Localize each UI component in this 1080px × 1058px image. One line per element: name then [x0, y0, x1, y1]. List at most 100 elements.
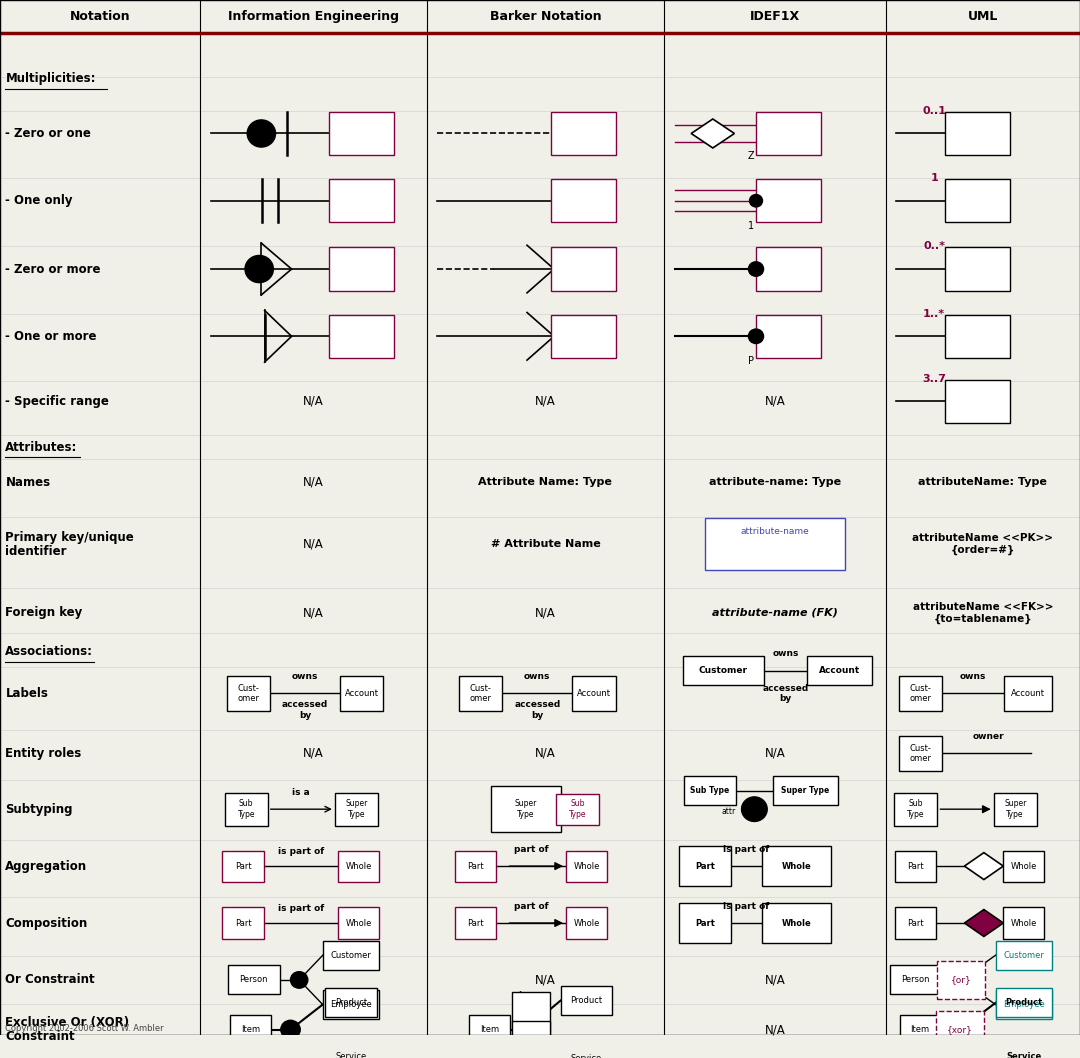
Bar: [455, 908, 496, 938]
Text: N/A: N/A: [302, 537, 324, 551]
Bar: [513, 1021, 551, 1058]
Text: Account: Account: [345, 689, 379, 698]
Text: Whole: Whole: [1011, 861, 1037, 871]
Text: attribute-name: Type: attribute-name: Type: [708, 477, 841, 487]
Bar: [225, 792, 268, 825]
Text: Multiplicities:: Multiplicities:: [5, 72, 96, 85]
Text: 3..7: 3..7: [922, 373, 946, 384]
Text: 0..*: 0..*: [923, 241, 945, 251]
Bar: [469, 1015, 510, 1044]
Bar: [222, 851, 264, 881]
Bar: [1003, 908, 1044, 938]
Polygon shape: [964, 910, 1003, 936]
Text: - One only: - One only: [5, 195, 73, 207]
Text: Whole: Whole: [1011, 918, 1037, 928]
Text: Whole: Whole: [782, 918, 811, 928]
Bar: [996, 988, 1052, 1017]
Text: Customer: Customer: [699, 667, 747, 675]
Bar: [996, 990, 1052, 1019]
Text: Super
Type: Super Type: [515, 800, 537, 819]
Text: attribute-name: attribute-name: [741, 527, 809, 536]
Bar: [490, 786, 562, 832]
Text: part of: part of: [513, 902, 549, 911]
Text: accessed
by: accessed by: [514, 700, 561, 719]
Text: Part: Part: [907, 918, 924, 928]
Bar: [329, 314, 394, 358]
Text: Primary key/unique: Primary key/unique: [5, 531, 134, 544]
Bar: [222, 908, 264, 938]
Bar: [895, 851, 936, 881]
Bar: [899, 676, 942, 711]
Circle shape: [748, 261, 764, 276]
Bar: [227, 676, 270, 711]
Bar: [340, 676, 383, 711]
Bar: [566, 908, 607, 938]
Bar: [894, 792, 937, 825]
Bar: [762, 846, 831, 886]
Text: Item: Item: [241, 1025, 260, 1034]
Text: Composition: Composition: [5, 916, 87, 930]
Text: Labels: Labels: [5, 687, 49, 699]
Bar: [338, 908, 379, 938]
Text: Super
Type: Super Type: [346, 800, 367, 819]
Text: Sub
Type: Sub Type: [238, 800, 255, 819]
Bar: [994, 792, 1037, 825]
Text: Foreign key: Foreign key: [5, 606, 83, 619]
Text: Constraint: Constraint: [5, 1029, 75, 1043]
Bar: [228, 966, 280, 995]
Text: Part: Part: [234, 918, 252, 928]
Text: Part: Part: [907, 861, 924, 871]
Bar: [890, 966, 942, 995]
Polygon shape: [964, 853, 1003, 879]
Text: Part: Part: [467, 861, 484, 871]
Text: Part: Part: [234, 861, 252, 871]
Bar: [705, 518, 846, 570]
Bar: [323, 990, 379, 1019]
Text: 0..1: 0..1: [922, 106, 946, 115]
Bar: [335, 792, 378, 825]
Text: N/A: N/A: [302, 747, 324, 760]
Bar: [551, 248, 616, 291]
Bar: [937, 962, 985, 999]
Bar: [325, 988, 377, 1017]
Text: N/A: N/A: [765, 395, 785, 408]
Bar: [551, 314, 616, 358]
Bar: [459, 676, 502, 711]
Text: Associations:: Associations:: [5, 645, 93, 658]
Bar: [325, 1042, 377, 1058]
Text: P: P: [747, 357, 754, 366]
Text: 1..*: 1..*: [923, 309, 945, 318]
Text: Whole: Whole: [782, 861, 811, 871]
Text: Aggregation: Aggregation: [5, 859, 87, 873]
Text: N/A: N/A: [765, 1023, 785, 1036]
Bar: [996, 941, 1052, 969]
Text: is part of: is part of: [724, 902, 770, 911]
Text: Attribute Name: Type: Attribute Name: Type: [478, 477, 612, 487]
Text: Service: Service: [571, 1054, 602, 1058]
Bar: [996, 1042, 1052, 1058]
Text: Cust-
omer: Cust- omer: [470, 683, 491, 703]
Circle shape: [245, 256, 273, 282]
Text: owns: owns: [292, 672, 319, 681]
Text: Employee: Employee: [1003, 1000, 1044, 1009]
Text: N/A: N/A: [765, 973, 785, 986]
Text: {or}: {or}: [950, 975, 972, 984]
Text: Service: Service: [336, 1052, 366, 1058]
Text: Information Engineering: Information Engineering: [228, 11, 399, 23]
Bar: [895, 908, 936, 938]
Text: Customer: Customer: [1003, 950, 1044, 960]
Text: Product: Product: [570, 997, 603, 1005]
Text: UML: UML: [968, 11, 998, 23]
Bar: [945, 314, 1010, 358]
Text: Copyright 2002-2006 Scott W. Ambler: Copyright 2002-2006 Scott W. Ambler: [5, 1024, 164, 1033]
Bar: [756, 248, 821, 291]
Bar: [329, 179, 394, 222]
Text: Cust-
omer: Cust- omer: [238, 683, 259, 703]
Text: Product: Product: [335, 998, 367, 1007]
Text: attr: attr: [721, 807, 735, 816]
Text: - Zero or more: - Zero or more: [5, 262, 100, 275]
Bar: [900, 1015, 941, 1044]
Text: Customer: Customer: [330, 950, 372, 960]
Text: accessed
by: accessed by: [762, 683, 809, 703]
Text: Attributes:: Attributes:: [5, 440, 78, 454]
